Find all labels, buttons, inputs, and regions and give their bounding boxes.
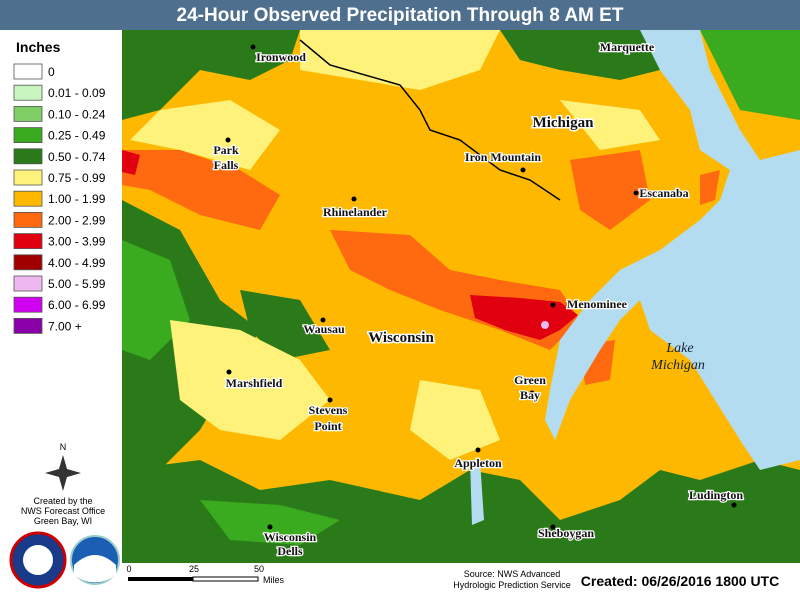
scale-label: 50 bbox=[254, 564, 264, 574]
city-label: Marquette bbox=[600, 40, 655, 54]
legend-label: 0.25 - 0.49 bbox=[48, 129, 106, 143]
legend-label: 0.50 - 0.74 bbox=[48, 150, 106, 164]
credit: Created by the bbox=[33, 496, 92, 506]
scale-label: 25 bbox=[189, 564, 199, 574]
legend-swatch bbox=[13, 84, 43, 101]
city-label: Bay bbox=[520, 388, 540, 402]
title: 24-Hour Observed Precipitation Through 8… bbox=[177, 5, 624, 26]
city-dots bbox=[225, 44, 737, 530]
created: Created: 06/26/2016 1800 UTC bbox=[581, 573, 779, 589]
lake-label: Michigan bbox=[650, 358, 705, 373]
legend-label: 0 bbox=[48, 65, 55, 79]
city-label: Stevens bbox=[309, 403, 348, 417]
legend-label: 1.00 - 1.99 bbox=[48, 192, 106, 206]
legend-label: 0.01 - 0.09 bbox=[48, 86, 106, 100]
legend-swatch bbox=[13, 317, 43, 334]
city-label: Ludington bbox=[689, 488, 743, 502]
city-label: Iron Mountain bbox=[465, 150, 541, 164]
legend-swatch bbox=[13, 106, 43, 122]
noaa-logo-wave bbox=[74, 555, 116, 583]
source: Source: NWS Advanced bbox=[464, 569, 561, 579]
compass-label: N bbox=[60, 442, 67, 452]
compass-rose bbox=[45, 455, 81, 491]
legend-label: 4.00 - 4.99 bbox=[48, 256, 106, 270]
legend-label: 7.00 + bbox=[48, 319, 82, 333]
city-label: Dells bbox=[277, 544, 303, 558]
credit: NWS Forecast Office bbox=[21, 506, 105, 516]
city-label: Point bbox=[314, 419, 341, 433]
legend-label: 0.10 - 0.24 bbox=[48, 107, 106, 121]
legend-swatch bbox=[13, 127, 43, 143]
source: Hydrologic Prediction Service bbox=[453, 580, 571, 590]
scale-bar bbox=[192, 576, 259, 582]
lake-label: Lake bbox=[665, 341, 693, 356]
state-label: Wisconsin bbox=[368, 330, 434, 346]
legend-swatch bbox=[13, 190, 43, 207]
legend-label: 0.75 - 0.99 bbox=[48, 171, 106, 185]
legend-swatch bbox=[13, 296, 43, 313]
city-label: Falls bbox=[214, 158, 239, 172]
legend-label: 3.00 - 3.99 bbox=[48, 235, 106, 249]
city-label: Green bbox=[514, 373, 546, 387]
legend-swatch bbox=[13, 63, 43, 80]
scale-label: 0 bbox=[126, 564, 131, 574]
legend-label: 5.00 - 5.99 bbox=[48, 277, 106, 291]
city-label: Wausau bbox=[303, 322, 345, 336]
legend-label: 2.00 - 2.99 bbox=[48, 213, 106, 227]
city-label: Marshfield bbox=[226, 376, 283, 390]
city-label: Rhinelander bbox=[323, 205, 388, 219]
legend-label: 6.00 - 6.99 bbox=[48, 298, 106, 312]
scale-unit: Miles bbox=[263, 575, 285, 585]
city-label: Menominee bbox=[567, 297, 628, 311]
legend-swatch bbox=[13, 148, 43, 165]
city-label: Sheboygan bbox=[538, 526, 594, 540]
legend-swatch bbox=[13, 211, 43, 228]
precip-map bbox=[122, 30, 800, 563]
title-bar bbox=[0, 0, 800, 30]
scale-bar bbox=[128, 577, 193, 581]
city-label: Park bbox=[213, 143, 239, 157]
nws-logo-inner bbox=[23, 545, 53, 575]
legend-swatch bbox=[13, 254, 43, 271]
legend: 0 0.01 - 0.09 0.10 - 0.24 0.25 - 0.49 0.50 -… bbox=[13, 63, 106, 334]
legend-swatch bbox=[13, 275, 43, 292]
legend-swatch bbox=[13, 233, 43, 250]
legend-swatch bbox=[13, 169, 43, 186]
legend-title: Inches bbox=[16, 39, 61, 55]
state-label: Michigan bbox=[533, 115, 594, 131]
credit: Green Bay, WI bbox=[34, 516, 92, 526]
city-label: Appleton bbox=[454, 456, 502, 470]
city-label: Ironwood bbox=[256, 50, 306, 64]
city-label: Escanaba bbox=[639, 186, 688, 200]
city-label: Wisconsin bbox=[264, 530, 317, 544]
